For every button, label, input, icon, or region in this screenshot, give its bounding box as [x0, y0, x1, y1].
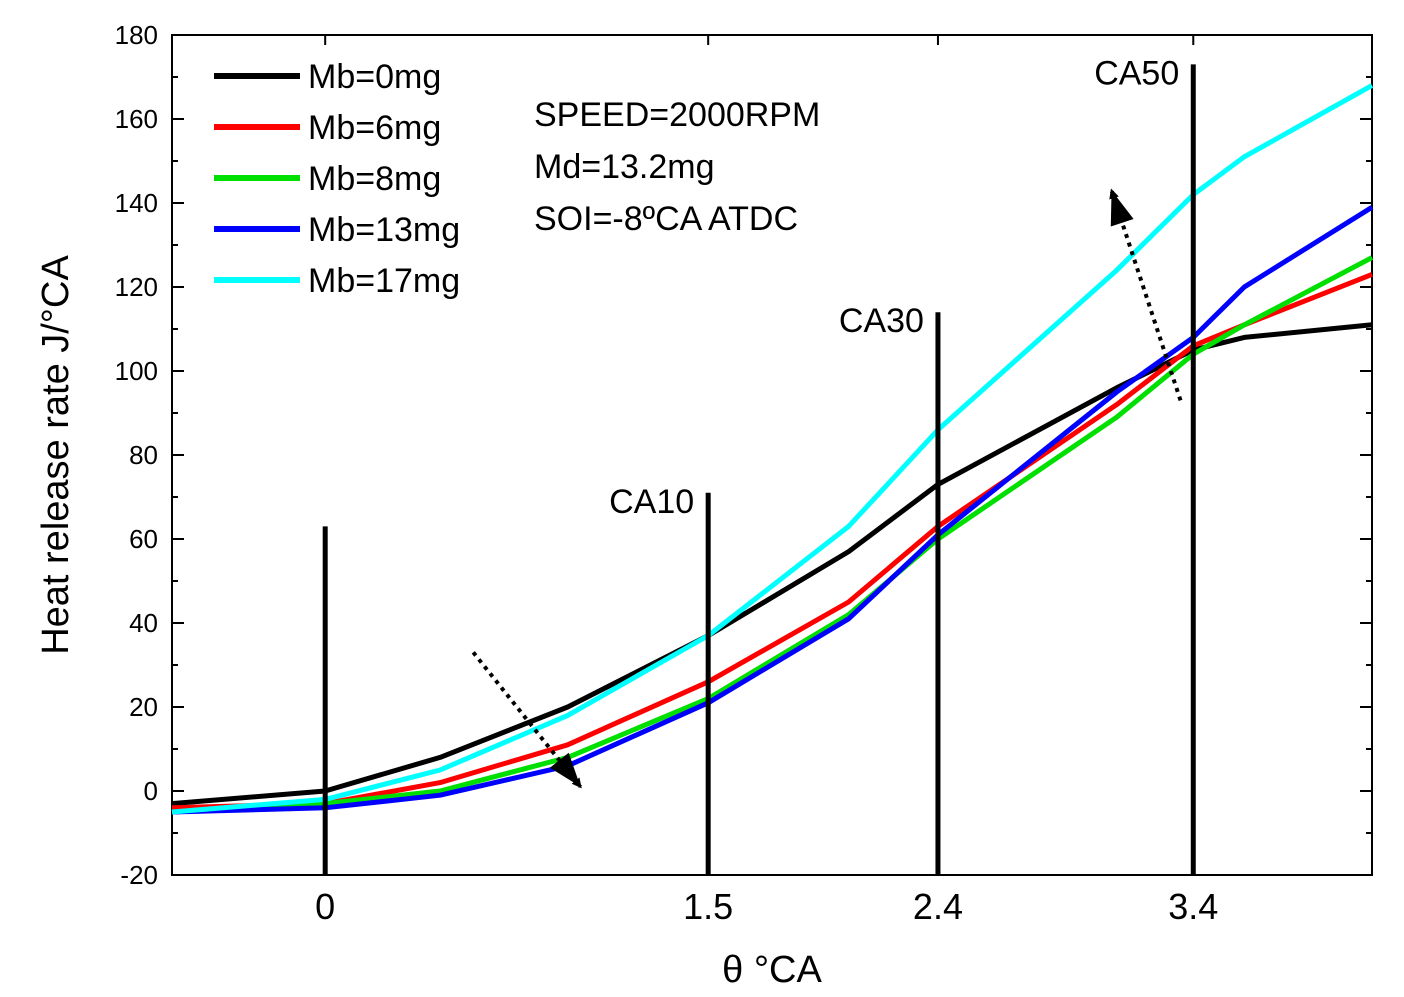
series-line-mb-6mg	[171, 272, 1373, 811]
info-line: Md=13.2mg	[534, 148, 715, 186]
series-lines	[171, 83, 1374, 815]
legend: Mb=0mg Mb=6mg Mb=8mg Mb=13mg Mb=17mg	[214, 58, 460, 300]
arrowhead	[1110, 190, 1134, 227]
y-tick-label: 120	[115, 272, 158, 302]
x-axis-ticks: 0 1.5 2.4 3.4	[315, 35, 1218, 927]
legend-label: Mb=6mg	[308, 109, 441, 147]
marker-label-ca50: CA50	[1094, 54, 1179, 92]
legend-label: Mb=8mg	[308, 160, 441, 198]
x-tick-label: 3.4	[1168, 886, 1218, 927]
series-line-mb-13mg	[171, 205, 1374, 815]
legend-label: Mb=0mg	[308, 58, 441, 96]
y-tick-label: 160	[115, 104, 158, 134]
vertical-markers: CA10 CA30 CA50	[322, 54, 1196, 875]
info-line: SPEED=2000RPM	[534, 96, 820, 134]
arrowhead	[549, 752, 581, 787]
y-tick-label: 20	[129, 692, 158, 722]
info-line: SOI=-8ºCA ATDC	[534, 200, 798, 238]
dotted-arrow	[1109, 188, 1183, 402]
legend-label: Mb=17mg	[308, 262, 460, 300]
dotted-arrow	[471, 651, 583, 789]
marker-label-ca30: CA30	[839, 302, 924, 340]
series-line-mb-8mg	[171, 255, 1374, 815]
y-axis-title: Heat release rate J/°CA	[35, 255, 77, 655]
y-tick-label: 140	[115, 188, 158, 218]
marker-label-ca10: CA10	[609, 483, 694, 521]
y-tick-label: -20	[120, 860, 158, 890]
y-tick-label: 60	[129, 524, 158, 554]
x-tick-label: 0	[315, 886, 335, 927]
y-axis-ticks: -20 0 20 40 60 80 100 120 140 160 180	[115, 20, 1372, 890]
arrow-annotations	[471, 188, 1183, 789]
x-axis-title: θ °CA	[722, 949, 822, 991]
x-tick-label: 2.4	[913, 886, 963, 927]
y-tick-label: 80	[129, 440, 158, 470]
info-text-block: SPEED=2000RPM Md=13.2mg SOI=-8ºCA ATDC	[534, 96, 820, 238]
y-tick-label: 180	[115, 20, 158, 50]
y-tick-label: 100	[115, 356, 158, 386]
y-tick-label: 40	[129, 608, 158, 638]
legend-label: Mb=13mg	[308, 211, 460, 249]
y-tick-label: 0	[144, 776, 158, 806]
x-tick-label: 1.5	[683, 886, 733, 927]
series-line-mb-17mg	[171, 83, 1374, 815]
